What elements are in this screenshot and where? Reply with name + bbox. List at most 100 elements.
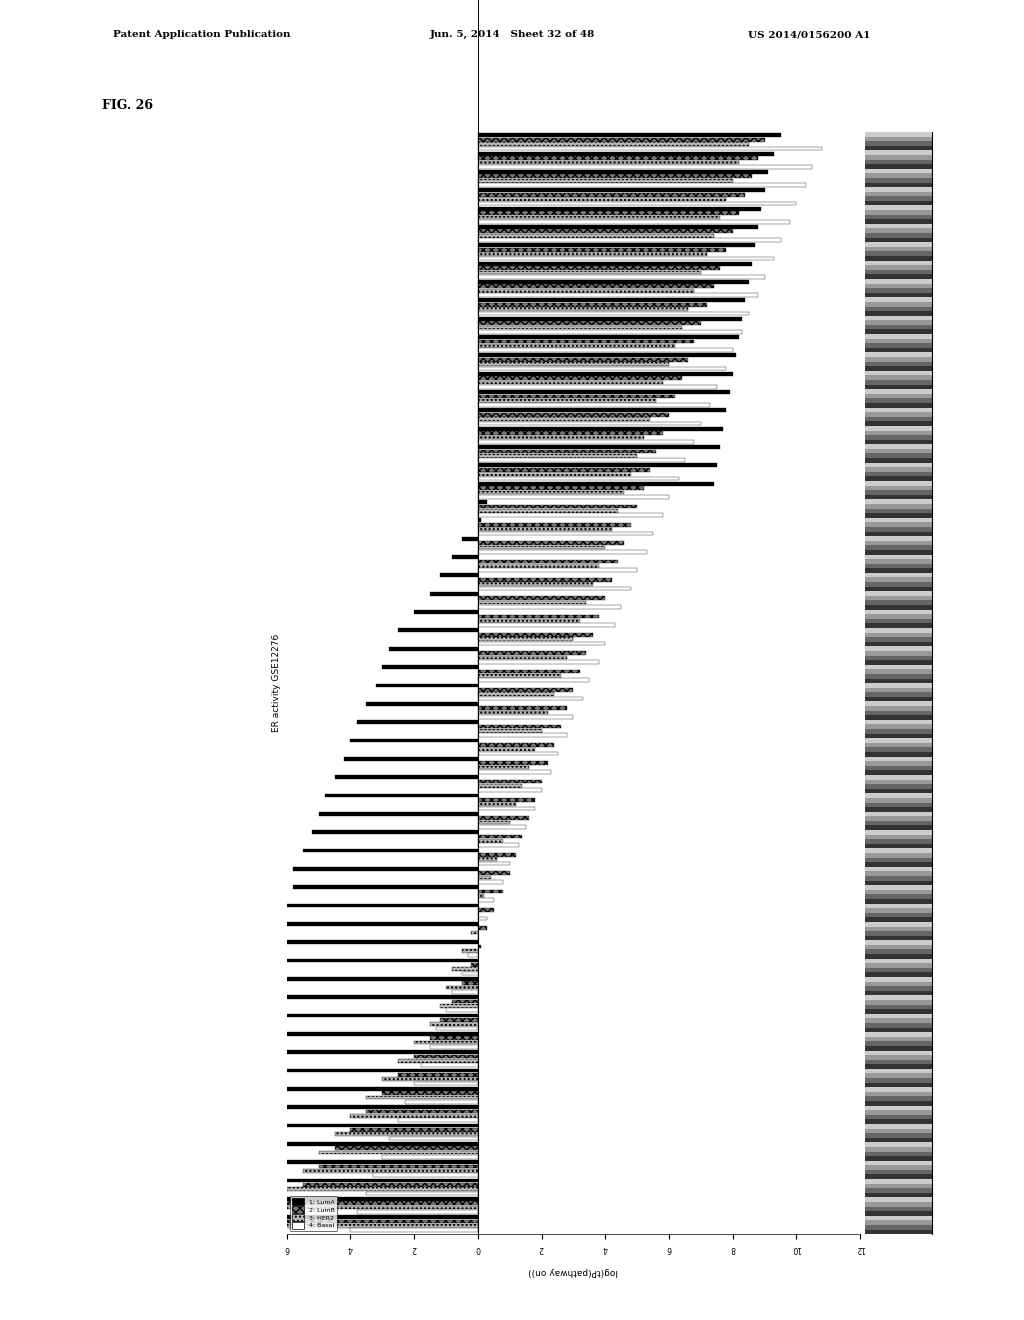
Bar bbox=[865, 380, 932, 384]
Bar bbox=[478, 261, 752, 265]
Bar bbox=[478, 256, 774, 260]
Bar bbox=[865, 569, 932, 573]
Bar bbox=[865, 1010, 932, 1014]
Bar bbox=[478, 243, 755, 247]
Bar bbox=[865, 160, 932, 164]
Bar bbox=[421, 1063, 478, 1067]
Bar bbox=[865, 306, 932, 312]
Bar bbox=[865, 752, 932, 756]
Bar bbox=[478, 491, 625, 494]
Bar bbox=[478, 797, 536, 801]
Bar bbox=[865, 1110, 932, 1115]
Bar bbox=[865, 807, 932, 812]
Bar bbox=[478, 426, 723, 430]
Bar bbox=[287, 1201, 478, 1205]
X-axis label: log(tP(pathway on)): log(tP(pathway on)) bbox=[528, 1267, 618, 1276]
Bar bbox=[865, 187, 932, 191]
Bar bbox=[865, 1197, 932, 1203]
Bar bbox=[478, 477, 679, 480]
Bar bbox=[865, 647, 932, 651]
Bar bbox=[478, 380, 663, 384]
Bar bbox=[865, 766, 932, 771]
Bar bbox=[160, 1197, 478, 1201]
Bar bbox=[478, 788, 542, 792]
Bar bbox=[865, 632, 932, 638]
Bar bbox=[478, 564, 599, 568]
Bar bbox=[478, 508, 618, 512]
Bar bbox=[865, 595, 932, 601]
Bar bbox=[865, 1170, 932, 1175]
Bar bbox=[478, 391, 729, 393]
Bar bbox=[478, 838, 504, 842]
Bar bbox=[293, 867, 478, 871]
Bar bbox=[287, 903, 478, 907]
Bar bbox=[865, 403, 932, 408]
Bar bbox=[478, 376, 682, 380]
Bar bbox=[478, 632, 593, 636]
Bar bbox=[344, 756, 478, 760]
Bar bbox=[478, 450, 656, 453]
Bar bbox=[478, 729, 542, 733]
Bar bbox=[453, 990, 478, 994]
Bar bbox=[478, 486, 643, 490]
Bar bbox=[865, 1230, 932, 1234]
Bar bbox=[261, 958, 478, 962]
Bar bbox=[367, 702, 478, 706]
Bar bbox=[865, 1175, 932, 1179]
Bar bbox=[865, 688, 932, 692]
Bar bbox=[865, 265, 932, 269]
Bar bbox=[471, 962, 478, 966]
Bar bbox=[865, 927, 932, 931]
Bar bbox=[865, 697, 932, 701]
Bar bbox=[865, 334, 932, 339]
Bar bbox=[865, 1225, 932, 1230]
Bar bbox=[478, 326, 682, 329]
Bar bbox=[865, 747, 932, 752]
Bar bbox=[865, 1055, 932, 1060]
Bar bbox=[414, 1081, 478, 1085]
Bar bbox=[865, 154, 932, 160]
Bar bbox=[398, 1059, 478, 1063]
Bar bbox=[865, 738, 932, 743]
Bar bbox=[478, 825, 525, 829]
Bar bbox=[865, 719, 932, 725]
Bar bbox=[430, 1022, 478, 1026]
Bar bbox=[865, 1129, 932, 1133]
Bar bbox=[865, 490, 932, 495]
Bar bbox=[453, 968, 478, 972]
Bar bbox=[865, 692, 932, 697]
Bar bbox=[865, 1216, 932, 1221]
Bar bbox=[865, 173, 932, 178]
Bar bbox=[462, 981, 478, 985]
Bar bbox=[865, 825, 932, 830]
Bar bbox=[217, 1068, 478, 1072]
Bar bbox=[478, 807, 536, 810]
Bar bbox=[287, 1187, 478, 1191]
Bar bbox=[478, 189, 765, 193]
Bar bbox=[478, 770, 551, 774]
Bar bbox=[865, 408, 932, 412]
Bar bbox=[865, 412, 932, 417]
Bar bbox=[865, 1106, 932, 1110]
Bar bbox=[356, 721, 478, 723]
Bar bbox=[439, 573, 478, 577]
Bar bbox=[865, 669, 932, 675]
Bar bbox=[478, 436, 643, 440]
Bar bbox=[865, 1027, 932, 1032]
Bar bbox=[373, 1173, 478, 1177]
Bar bbox=[865, 867, 932, 871]
Bar bbox=[865, 816, 932, 821]
Bar bbox=[478, 519, 481, 523]
Bar bbox=[865, 536, 932, 541]
Bar bbox=[865, 1082, 932, 1088]
Bar bbox=[398, 1073, 478, 1077]
Bar bbox=[865, 1064, 932, 1069]
Bar bbox=[865, 279, 932, 284]
Bar bbox=[865, 1036, 932, 1041]
Bar bbox=[865, 1160, 932, 1166]
Bar bbox=[255, 1224, 478, 1228]
Bar bbox=[865, 619, 932, 623]
Bar bbox=[478, 226, 758, 228]
Bar bbox=[865, 449, 932, 454]
Bar bbox=[865, 1179, 932, 1184]
